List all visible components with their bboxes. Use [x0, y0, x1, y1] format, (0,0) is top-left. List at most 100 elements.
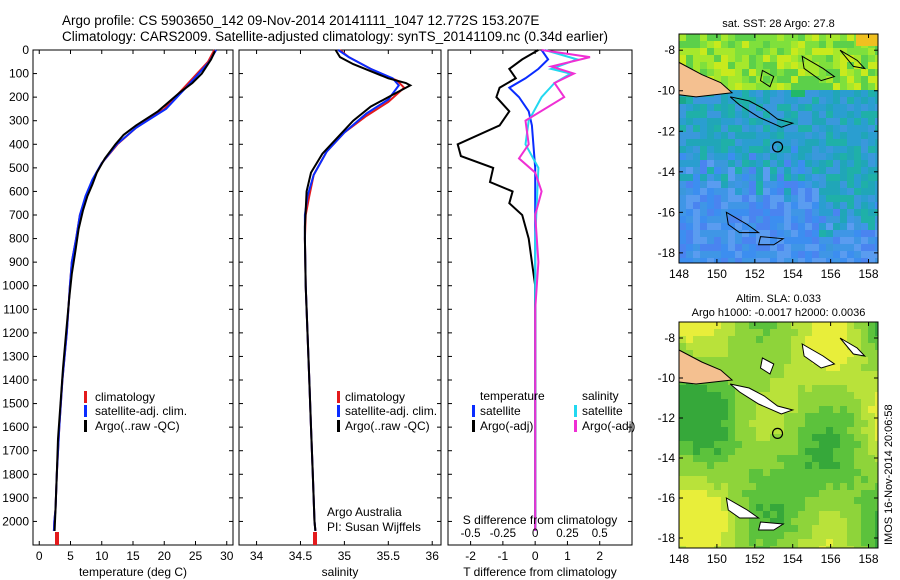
map-cell [693, 244, 700, 251]
map-cell [707, 195, 714, 202]
map-cell [784, 139, 791, 146]
map-cell [798, 181, 805, 188]
legend-label: satellite [582, 404, 623, 418]
map-cell [826, 167, 833, 174]
map-cell [707, 539, 714, 546]
map-cell [805, 167, 812, 174]
map-cell [868, 539, 875, 546]
map-cell [721, 504, 728, 511]
map-cell [840, 209, 847, 216]
map-cell [728, 48, 735, 55]
map-cell [819, 132, 826, 139]
map-cell [868, 69, 875, 76]
map-cell [819, 322, 826, 329]
map-cell [791, 455, 798, 462]
map-cell [840, 455, 847, 462]
map-cell [798, 322, 805, 329]
map-cell [847, 202, 854, 209]
x-tick-label: 148 [669, 267, 689, 281]
map-cell [763, 195, 770, 202]
map-cell [763, 378, 770, 385]
map-cell [686, 104, 693, 111]
map-cell [679, 539, 686, 546]
map-cell [756, 483, 763, 490]
legend-label: climatology [95, 390, 155, 404]
map-cell [875, 441, 878, 448]
map-cell [700, 139, 707, 146]
map-cell [777, 350, 784, 357]
map-cell [840, 448, 847, 455]
map-cell [742, 378, 749, 385]
map-cell [749, 329, 756, 336]
map-cell [847, 62, 854, 69]
map-cell [763, 146, 770, 153]
map-cell [693, 476, 700, 483]
map-cell [686, 244, 693, 251]
map-cell [686, 455, 693, 462]
map-cell [812, 532, 819, 539]
map-cell [868, 258, 875, 263]
map-cell [770, 216, 777, 223]
map-cell [791, 230, 798, 237]
map-cell [791, 392, 798, 399]
map-cell [770, 350, 777, 357]
map-cell [819, 427, 826, 434]
map-cell [686, 174, 693, 181]
map-cell [728, 357, 735, 364]
map-cell [868, 181, 875, 188]
map-cell [840, 483, 847, 490]
map-cell [728, 97, 735, 104]
map-cell [861, 364, 868, 371]
map-cell [833, 132, 840, 139]
map-cell [812, 469, 819, 476]
map-cell [868, 83, 875, 90]
map-cell [735, 118, 742, 125]
legend-swatch-sal-sat [574, 405, 577, 417]
map-cell [798, 132, 805, 139]
map-cell [812, 441, 819, 448]
map-cell [770, 244, 777, 251]
map-cell [847, 476, 854, 483]
map-cell [707, 258, 714, 263]
map-cell [763, 385, 770, 392]
map-cell [840, 83, 847, 90]
map-cell [826, 118, 833, 125]
map-cell [735, 125, 742, 132]
map-cell [826, 420, 833, 427]
map-cell [777, 97, 784, 104]
map-cell [875, 322, 878, 329]
map-cell [728, 244, 735, 251]
map-cell [840, 230, 847, 237]
map-cell [805, 427, 812, 434]
map-cell [791, 546, 798, 548]
map-cell [714, 125, 721, 132]
map-cell [791, 188, 798, 195]
map-cell [777, 244, 784, 251]
map-cell [784, 350, 791, 357]
map-cell [819, 258, 826, 263]
map-cell [791, 525, 798, 532]
map-cell [826, 34, 833, 41]
map-cell [826, 97, 833, 104]
map-cell [728, 399, 735, 406]
map-cell [875, 160, 878, 167]
map-cell [686, 392, 693, 399]
map-cell [700, 244, 707, 251]
map-cell [728, 525, 735, 532]
map-cell [742, 125, 749, 132]
map-cell [686, 111, 693, 118]
map-cell [861, 244, 868, 251]
map-cell [679, 188, 686, 195]
map-cell [693, 399, 700, 406]
map-cell [770, 392, 777, 399]
map-cell [686, 497, 693, 504]
map-cell [861, 434, 868, 441]
map-cell [826, 139, 833, 146]
legend-swatch-clim [337, 391, 340, 403]
map-cell [700, 118, 707, 125]
map-cell [763, 216, 770, 223]
map-cell [833, 181, 840, 188]
map-cell [854, 237, 861, 244]
s-tick-label: -0.25 [490, 528, 516, 540]
map-cell [686, 336, 693, 343]
